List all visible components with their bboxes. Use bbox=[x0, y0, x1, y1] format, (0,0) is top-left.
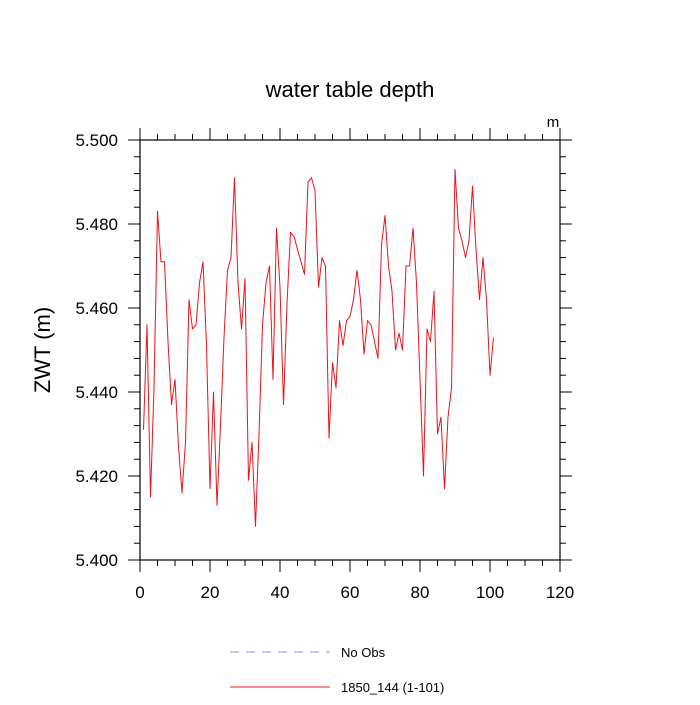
chart-title: water table depth bbox=[265, 77, 435, 102]
x-tick-label: 0 bbox=[135, 583, 144, 602]
axis-ticks bbox=[128, 128, 572, 572]
y-tick-label: 5.460 bbox=[75, 299, 118, 318]
x-tick-label: 80 bbox=[411, 583, 430, 602]
x-tick-label: 100 bbox=[476, 583, 504, 602]
x-tick-label: 40 bbox=[271, 583, 290, 602]
y-tick-label: 5.400 bbox=[75, 551, 118, 570]
legend-label: 1850_144 (1-101) bbox=[341, 680, 444, 695]
axis-tick-labels: 0 20 40 60 80 100 120 5.400 5.420 5.440 5.460 5.480… bbox=[75, 131, 574, 602]
series-line bbox=[143, 168, 494, 527]
legend-label: No Obs bbox=[341, 645, 386, 660]
x-tick-label: 20 bbox=[201, 583, 220, 602]
y-tick-label: 5.480 bbox=[75, 215, 118, 234]
plot-frame bbox=[139, 139, 561, 561]
series-layer bbox=[143, 168, 494, 527]
legend: No Obs 1850_144 (1-101) bbox=[230, 645, 444, 695]
units-label: m bbox=[547, 114, 560, 131]
y-tick-label: 5.420 bbox=[75, 467, 118, 486]
y-tick-label: 5.500 bbox=[75, 131, 118, 150]
y-axis-label: ZWT (m) bbox=[30, 307, 55, 393]
y-tick-label: 5.440 bbox=[75, 383, 118, 402]
x-tick-label: 60 bbox=[341, 583, 360, 602]
x-tick-label: 120 bbox=[546, 583, 574, 602]
